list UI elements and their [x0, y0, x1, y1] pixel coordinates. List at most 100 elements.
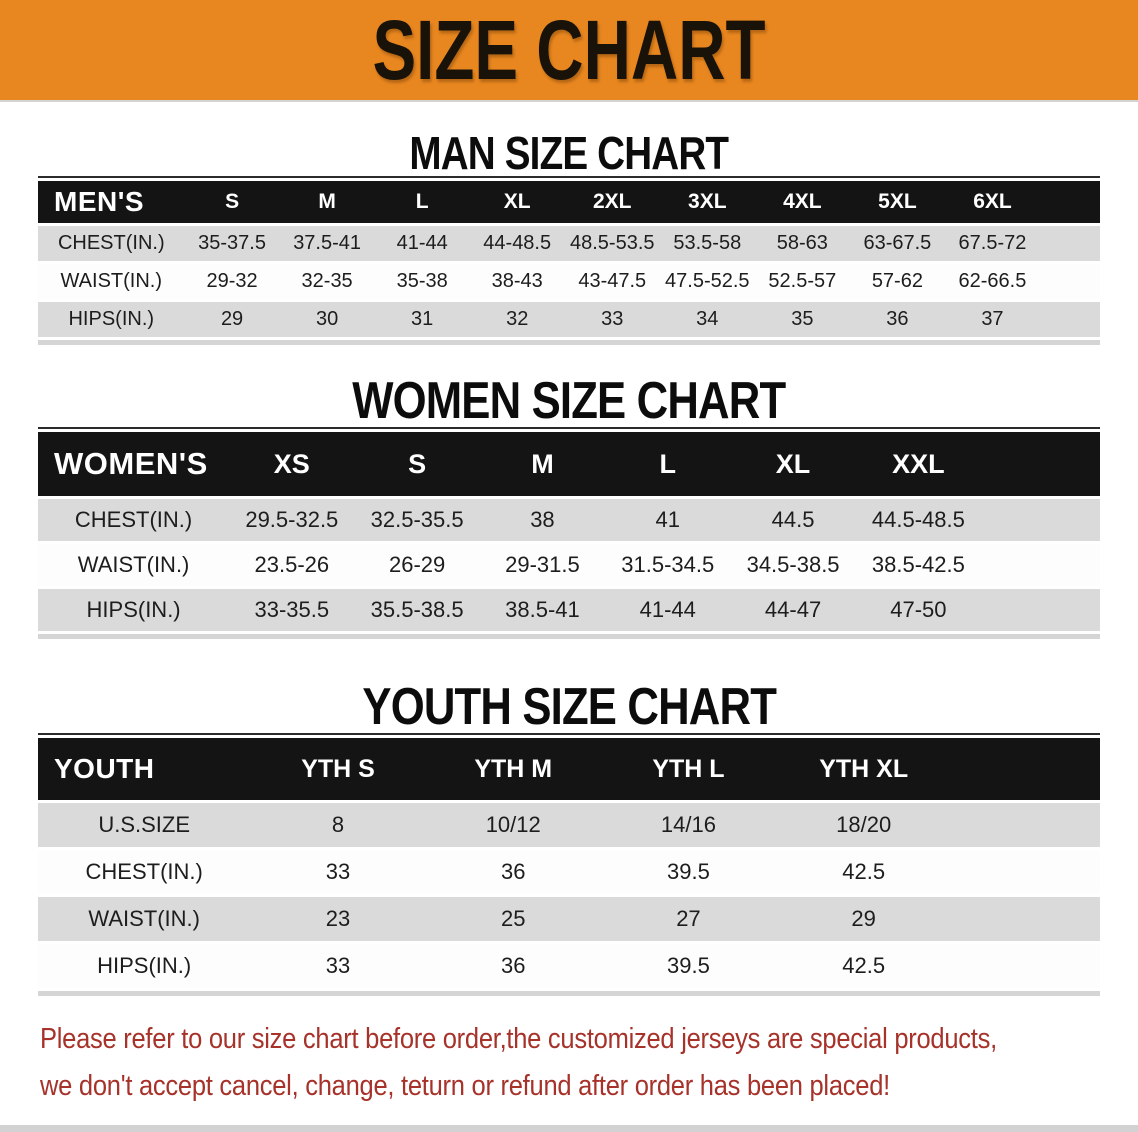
size-value-cell: 33 — [250, 944, 426, 991]
size-value-cell: 8 — [250, 803, 426, 850]
table-corner-label: WOMEN'S — [38, 429, 230, 499]
size-value-cell: 34 — [659, 302, 755, 340]
size-column-header: YTH M — [425, 735, 601, 803]
size-value-cell: 44.5 — [730, 499, 856, 544]
row-filler — [981, 544, 1100, 589]
order-note: Please refer to our size chart before or… — [40, 1016, 1138, 1110]
size-value-cell: 63-67.5 — [849, 226, 945, 264]
size-column-header: YTH S — [250, 735, 426, 803]
size-value-cell: 33-35.5 — [229, 589, 355, 634]
size-value-cell: 29-32 — [184, 264, 280, 302]
row-filler — [981, 589, 1100, 634]
banner: SIZE CHART — [0, 0, 1138, 102]
size-value-cell: 38.5-41 — [479, 589, 606, 634]
size-value-cell: 44-47 — [730, 589, 856, 634]
measurement-row-label: WAIST(IN.) — [38, 544, 230, 589]
row-filler — [951, 803, 1100, 850]
size-value-cell: 38.5-42.5 — [855, 544, 982, 589]
size-column-header: L — [374, 178, 470, 226]
size-value-cell: 35-38 — [374, 264, 470, 302]
size-value-cell: 29 — [184, 302, 280, 340]
size-value-cell: 26-29 — [354, 544, 480, 589]
size-column-header: M — [279, 178, 375, 226]
size-value-cell: 33 — [250, 850, 426, 897]
size-column-header: YTH XL — [776, 735, 952, 803]
size-value-cell: 47.5-52.5 — [659, 264, 755, 302]
size-value-cell: 53.5-58 — [659, 226, 755, 264]
size-column-header: S — [354, 429, 480, 499]
size-value-cell: 10/12 — [425, 803, 601, 850]
size-value-cell: 37 — [944, 302, 1040, 340]
row-filler — [951, 850, 1100, 897]
measurement-row-label: CHEST(IN.) — [38, 499, 230, 544]
order-note-line-2: we don't accept cancel, change, teturn o… — [40, 1070, 890, 1102]
size-value-cell: 30 — [279, 302, 375, 340]
size-column-header: XL — [730, 429, 856, 499]
size-column-header: 3XL — [659, 178, 755, 226]
size-value-cell: 33 — [564, 302, 660, 340]
size-value-cell: 32-35 — [279, 264, 375, 302]
size-column-header: 5XL — [849, 178, 945, 226]
women-section-title: WOMEN SIZE CHART — [0, 375, 1138, 427]
size-value-cell: 43-47.5 — [564, 264, 660, 302]
size-value-cell: 39.5 — [600, 850, 777, 897]
order-note-line-1: Please refer to our size chart before or… — [40, 1023, 997, 1055]
size-value-cell: 35.5-38.5 — [354, 589, 480, 634]
size-value-cell: 32 — [469, 302, 565, 340]
size-value-cell: 42.5 — [776, 850, 952, 897]
size-value-cell: 36 — [849, 302, 945, 340]
size-value-cell: 23 — [250, 897, 426, 944]
size-value-cell: 29-31.5 — [479, 544, 606, 589]
size-value-cell: 31.5-34.5 — [605, 544, 731, 589]
size-column-header: XL — [469, 178, 565, 226]
measurement-row-label: U.S.SIZE — [38, 803, 251, 850]
measurement-row-label: HIPS(IN.) — [38, 589, 230, 634]
size-column-header: 2XL — [564, 178, 660, 226]
size-value-cell: 41-44 — [374, 226, 470, 264]
size-value-cell: 34.5-38.5 — [730, 544, 856, 589]
size-value-cell: 36 — [425, 850, 601, 897]
header-filler — [1039, 178, 1100, 226]
men-section-title-text: MAN SIZE CHART — [409, 127, 730, 179]
size-value-cell: 14/16 — [600, 803, 777, 850]
men-section-title: MAN SIZE CHART — [0, 130, 1138, 176]
table-corner-label: YOUTH — [38, 735, 251, 803]
size-column-header: 6XL — [944, 178, 1040, 226]
size-value-cell: 23.5-26 — [229, 544, 355, 589]
measurement-row-label: HIPS(IN.) — [38, 944, 251, 991]
size-value-cell: 58-63 — [754, 226, 850, 264]
size-value-cell: 62-66.5 — [944, 264, 1040, 302]
size-value-cell: 41 — [605, 499, 731, 544]
measurement-row-label: WAIST(IN.) — [38, 264, 185, 302]
size-value-cell: 42.5 — [776, 944, 952, 991]
size-value-cell: 18/20 — [776, 803, 952, 850]
size-column-header: XS — [229, 429, 355, 499]
row-filler — [1039, 226, 1100, 264]
women-section-title-text: WOMEN SIZE CHART — [352, 372, 786, 430]
header-filler — [981, 429, 1100, 499]
header-filler — [951, 735, 1100, 803]
size-value-cell: 35-37.5 — [184, 226, 280, 264]
size-value-cell: 67.5-72 — [944, 226, 1040, 264]
row-filler — [1039, 264, 1100, 302]
banner-title: SIZE CHART — [372, 3, 766, 97]
row-filler — [981, 499, 1100, 544]
size-value-cell: 29.5-32.5 — [229, 499, 355, 544]
table-corner-label: MEN'S — [38, 178, 185, 226]
size-value-cell: 48.5-53.5 — [564, 226, 660, 264]
size-value-cell: 35 — [754, 302, 850, 340]
youth-section-title: YOUTH SIZE CHART — [0, 681, 1138, 733]
size-value-cell: 39.5 — [600, 944, 777, 991]
size-value-cell: 41-44 — [605, 589, 731, 634]
measurement-row-label: CHEST(IN.) — [38, 226, 185, 264]
youth-size-table: YOUTH YTH S YTH M YTH L YTH XL U.S.SIZE 8 10/12… — [38, 733, 1100, 996]
women-size-table: WOMEN'S XS S M L XL XXL CHEST(IN.) 29.5-32.5 32.5… — [38, 427, 1100, 639]
youth-section-title-text: YOUTH SIZE CHART — [362, 678, 777, 736]
row-filler — [951, 944, 1100, 991]
size-value-cell: 47-50 — [855, 589, 982, 634]
size-value-cell: 32.5-35.5 — [354, 499, 480, 544]
size-column-header: L — [605, 429, 731, 499]
size-value-cell: 38 — [479, 499, 606, 544]
row-filler — [1039, 302, 1100, 340]
